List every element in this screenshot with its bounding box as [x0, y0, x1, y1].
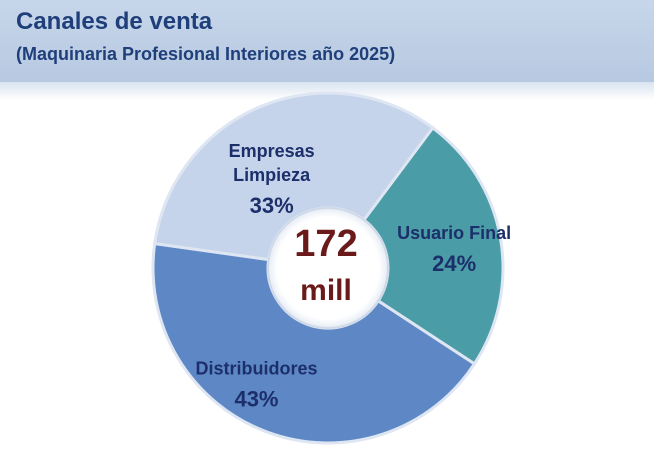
slice-labels: Empresas Limpieza 33% Usuario Final 24% Distr…	[195, 141, 511, 411]
slice-label: Empresas	[229, 141, 315, 161]
center-unit: mill	[300, 274, 352, 307]
slice-value-label: 24%	[432, 251, 476, 276]
chart-subtitle: (Maquinaria Profesional Interiores año 2…	[16, 44, 396, 64]
header-band	[0, 0, 654, 82]
header-fade	[0, 82, 654, 100]
donut-hole	[267, 207, 389, 329]
chart-title: Canales de venta	[16, 8, 213, 35]
center-value: 172	[294, 223, 357, 265]
slice-label: Distribuidores	[195, 358, 317, 378]
slice-value-label: 43%	[234, 386, 278, 411]
slice-label: Limpieza	[233, 165, 311, 185]
slice-value-label: 33%	[250, 193, 294, 218]
slice-label: Usuario Final	[397, 223, 511, 243]
donut-slices	[151, 91, 505, 445]
